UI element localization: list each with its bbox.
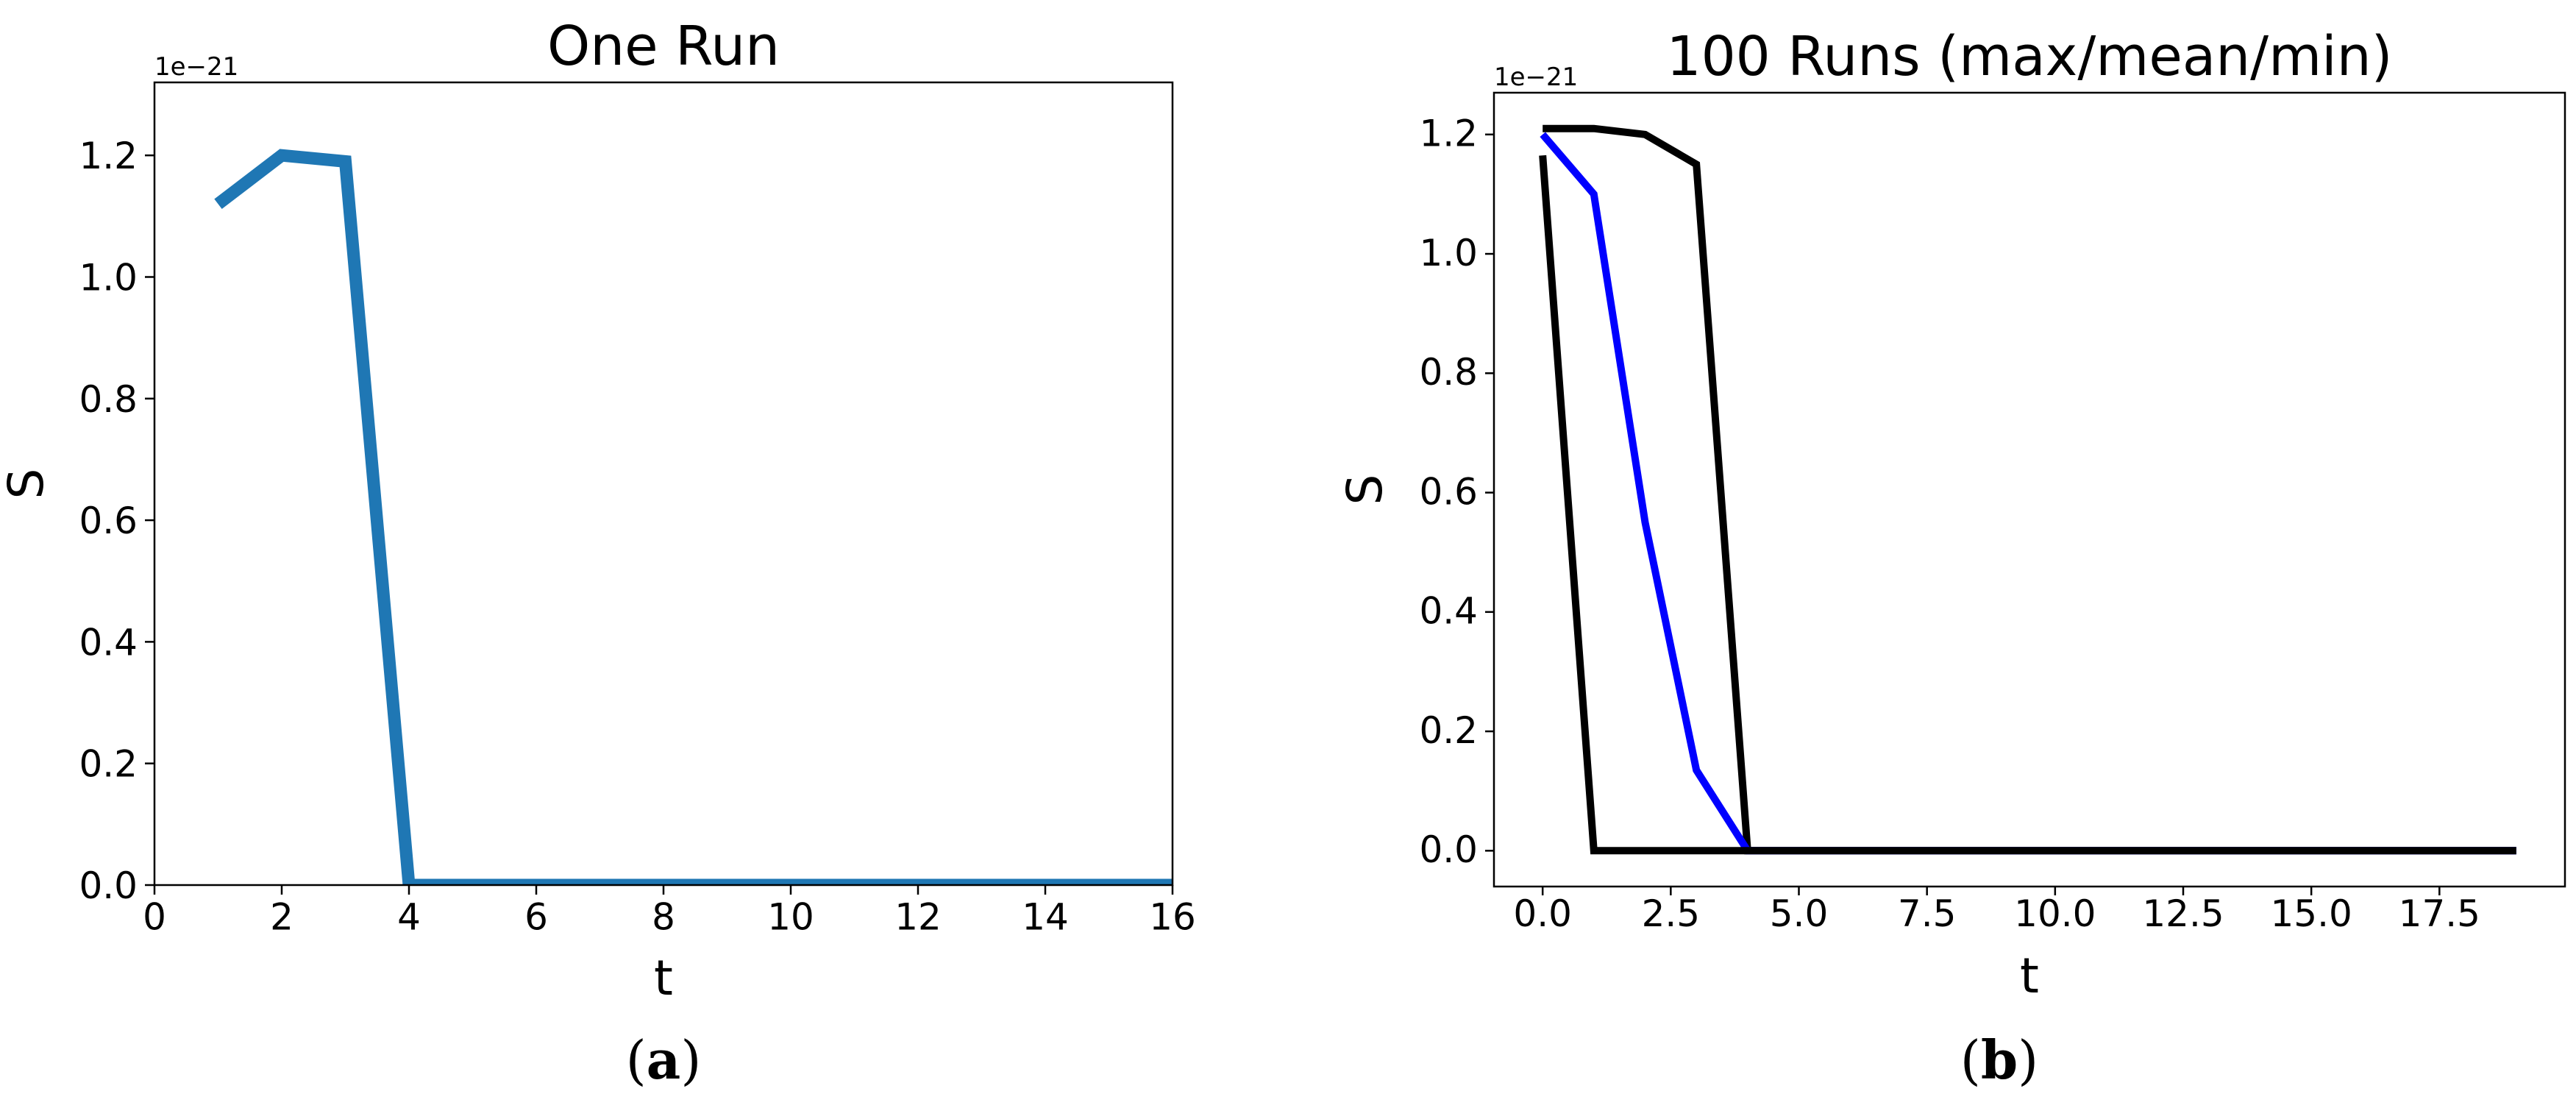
subfigure-caption: (a) [626, 1029, 702, 1091]
y-tick-label: 0.8 [79, 378, 138, 421]
y-tick-label: 1.0 [1419, 232, 1478, 274]
x-axis-label: t [2020, 948, 2039, 1004]
x-tick-label: 5.0 [1770, 892, 1829, 935]
x-tick-label: 17.5 [2399, 892, 2480, 935]
series-line-1 [1540, 132, 2516, 855]
x-tick-label: 14 [1022, 896, 1069, 939]
caption-close-paren: ) [680, 1029, 701, 1091]
y-axis-label: S [1337, 475, 1393, 505]
caption-close-paren: ) [2018, 1029, 2038, 1091]
series-line-2 [1539, 154, 2516, 855]
y-tick-label: 0.4 [79, 621, 138, 664]
chart-title: 100 Runs (max/mean/min) [1667, 25, 2393, 88]
y-offset-text: 1e−21 [1494, 63, 1578, 92]
y-axis-label: S [0, 469, 54, 500]
y-tick-label: 0.8 [1419, 351, 1478, 394]
x-axis-label: t [654, 950, 673, 1006]
x-tick-label: 16 [1149, 896, 1196, 939]
x-tick-label: 2 [270, 896, 293, 939]
x-tick-label: 7.5 [1898, 892, 1957, 935]
x-tick-label: 2.5 [1642, 892, 1701, 935]
x-tick-label: 10 [767, 896, 814, 939]
x-tick-label: 4 [397, 896, 421, 939]
y-tick-label: 1.2 [79, 135, 138, 177]
x-tick-label: 8 [652, 896, 675, 939]
subfigure-caption: (b) [1960, 1029, 2039, 1091]
y-tick-label: 0.0 [79, 864, 138, 907]
y-tick-label: 0.6 [79, 500, 138, 542]
chart-panel-a: 0 2 4 6 8 10 12 14 16 0.0 0.2 0.4 0.6 0.8 1.0 1.2 1e−21 O… [0, 15, 1196, 1091]
chart-panel-b: 0.0 2.5 5.0 7.5 10.0 12.5 15.0 17.5 0.0 0.2 0.4 0.6… [1337, 25, 2566, 1091]
plot-frame [1492, 91, 2566, 888]
series-line-0 [214, 149, 1173, 885]
caption-letter: a [647, 1029, 681, 1091]
y-tick-label: 0.6 [1419, 470, 1478, 513]
y-offset-text: 1e−21 [154, 52, 238, 82]
x-tick-label: 12 [894, 896, 942, 939]
y-tick-label: 0.2 [79, 743, 138, 786]
plot-frame [153, 81, 1174, 887]
y-tick-label: 0.4 [1419, 590, 1478, 633]
y-tick-label: 0.0 [1419, 828, 1478, 871]
y-tick-label: 1.2 [1419, 113, 1478, 155]
y-tick-label: 0.2 [1419, 709, 1478, 752]
caption-open-paren: ( [626, 1029, 647, 1091]
x-tick-label: 0 [143, 896, 166, 939]
y-tick-label: 1.0 [79, 256, 138, 299]
x-tick-label: 10.0 [2014, 892, 2096, 935]
caption-open-paren: ( [1960, 1029, 1981, 1091]
x-tick-label: 12.5 [2142, 892, 2224, 935]
x-tick-label: 0.0 [1513, 892, 1572, 935]
x-tick-label: 6 [524, 896, 548, 939]
caption-letter: b [1981, 1029, 2018, 1091]
chart-title: One Run [547, 15, 780, 78]
x-tick-label: 15.0 [2270, 892, 2352, 935]
